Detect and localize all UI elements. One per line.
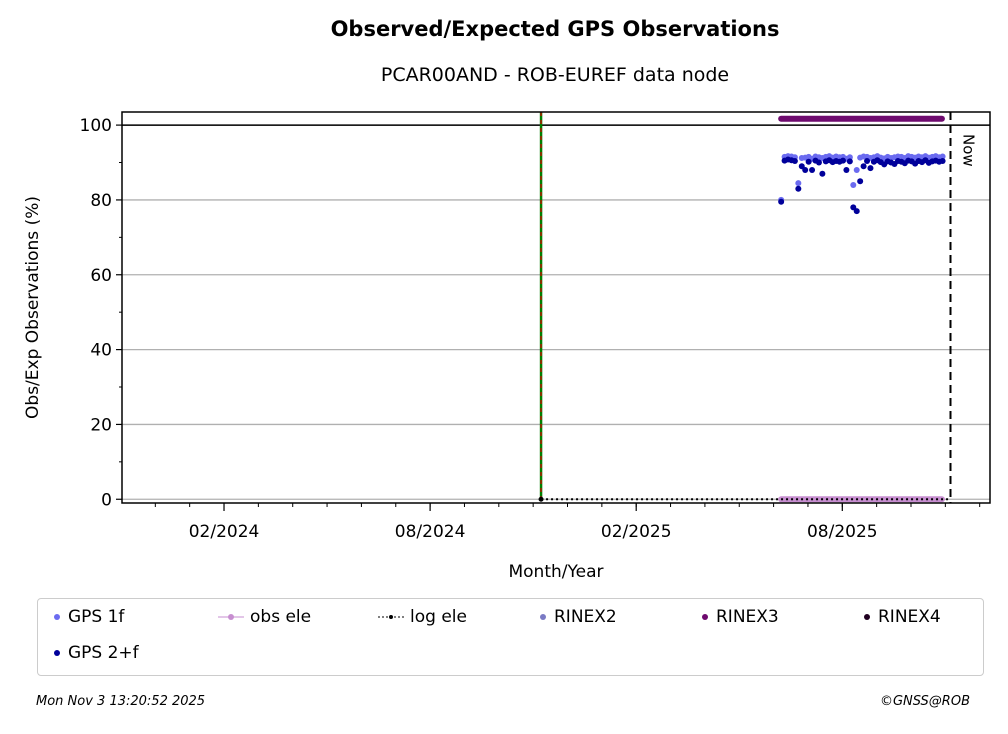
gps2f-point bbox=[939, 158, 946, 165]
log-ele-point bbox=[538, 496, 544, 502]
gps2f-point bbox=[791, 158, 798, 165]
legend-gps1f: GPS 1f bbox=[52, 607, 124, 627]
gps1f-point bbox=[853, 166, 860, 173]
y-tick-label: 40 bbox=[90, 341, 112, 361]
gps2f-point bbox=[857, 178, 864, 185]
gps1f-point bbox=[850, 181, 857, 188]
chart-subtitle: PCAR00AND - ROB-EUREF data node bbox=[380, 64, 730, 86]
gps1f-point bbox=[846, 154, 853, 161]
legend-rinex3: RINEX3 bbox=[700, 607, 779, 627]
x-tick-label: 08/2024 bbox=[395, 522, 466, 542]
y-tick-label: 20 bbox=[90, 415, 112, 435]
gps2f-point bbox=[809, 166, 816, 173]
chart-plot: 0 20 40 60 80 100 02/2024 08/2024 02/2025 08/2025… bbox=[23, 111, 991, 582]
now-label: Now bbox=[959, 134, 977, 167]
footer-timestamp: Mon Nov 3 13:20:52 2025 bbox=[36, 694, 206, 709]
gps1f-point bbox=[939, 153, 946, 160]
legend-obs-ele: obs ele bbox=[218, 607, 311, 627]
x-axis-label: Month/Year bbox=[508, 562, 603, 582]
x-tick-label: 02/2025 bbox=[601, 522, 672, 542]
x-tick-label: 08/2025 bbox=[807, 522, 878, 542]
y-axis-label: Obs/Exp Observations (%) bbox=[23, 196, 43, 419]
gps2f-point bbox=[839, 157, 846, 164]
legend: GPS 1f obs ele log ele RINEX2 RINEX3 RIN… bbox=[37, 598, 984, 676]
gps2f-point bbox=[867, 165, 874, 172]
gps2f-point bbox=[815, 159, 822, 166]
footer-credit: ©GNSS@ROB bbox=[879, 694, 970, 709]
legend-log-ele: log ele bbox=[378, 607, 467, 627]
gps2f-point bbox=[802, 166, 809, 173]
gps2f-point bbox=[846, 158, 853, 165]
y-tick-label: 100 bbox=[80, 116, 112, 136]
y-tick-label: 80 bbox=[90, 191, 112, 211]
gps2f-point bbox=[778, 198, 785, 205]
gps2f-point bbox=[843, 166, 850, 173]
gps2f-point bbox=[853, 208, 860, 215]
gps2f-point bbox=[795, 185, 802, 192]
plot-frame bbox=[121, 111, 991, 504]
legend-gps2f: GPS 2+f bbox=[52, 643, 139, 663]
x-tick-label: 02/2024 bbox=[189, 522, 260, 542]
gps2f-point bbox=[819, 170, 826, 177]
y-tick-label: 60 bbox=[90, 266, 112, 286]
gps1f-point bbox=[795, 180, 802, 187]
gps2f-point bbox=[864, 158, 871, 165]
legend-rinex4: RINEX4 bbox=[862, 607, 941, 627]
gps2f-point bbox=[805, 158, 812, 165]
gps2f-point bbox=[860, 163, 867, 170]
chart-title: Observed/Expected GPS Observations bbox=[330, 17, 780, 41]
legend-rinex2: RINEX2 bbox=[538, 607, 617, 627]
y-tick-label: 0 bbox=[101, 490, 112, 510]
